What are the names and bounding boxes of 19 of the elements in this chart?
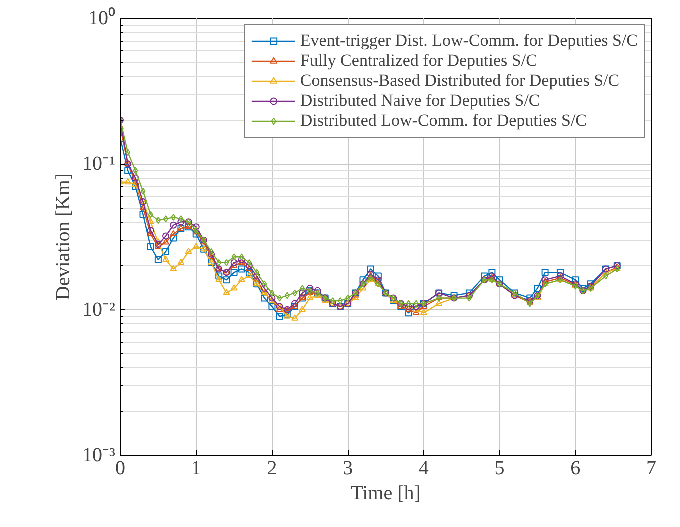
x-tick-label: 6 [570,458,581,480]
x-tick-label: 2 [267,458,278,480]
x-tick-label: 4 [418,458,429,480]
legend-label: Consensus-Based Distributed for Deputies S/C [300,71,620,91]
legend-label: Distributed Low-Comm. for Deputies S/C [300,111,588,131]
x-tick-label: 3 [343,458,354,480]
y-axis-title: Deviation [Km] [52,173,75,301]
x-tick-label: 7 [646,458,656,480]
y-tick-label: 10⁰ [88,6,116,30]
x-tick-label: 0 [116,458,126,480]
legend-label: Fully Centralized for Deputies S/C [300,51,538,71]
y-tick-label: 10⁻¹ [82,153,116,176]
x-axis-title: Time [h] [351,482,421,504]
x-tick-label: 5 [494,458,505,480]
x-tick-label: 1 [191,458,202,480]
y-tick-label: 10⁻² [82,298,116,321]
legend-label: Distributed Naive for Deputies S/C [300,91,540,111]
legend-label: Event-trigger Dist. Low-Comm. for Deputies S/C [300,31,638,51]
y-tick-label: 10⁻³ [82,444,116,466]
